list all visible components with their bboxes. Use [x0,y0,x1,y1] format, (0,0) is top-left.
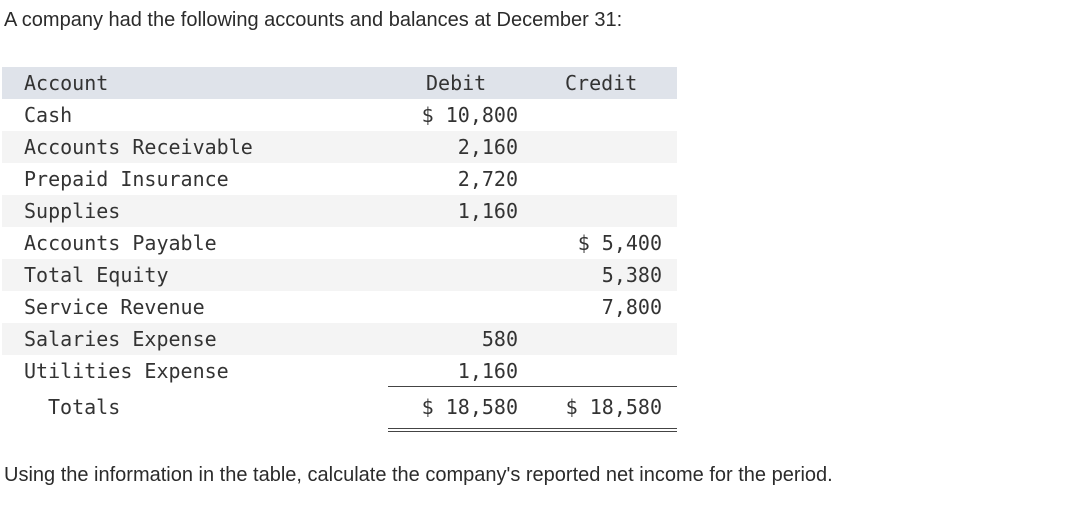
debit-value: 2,160 [457,135,518,159]
credit-total: $ 18,580 [565,395,662,419]
account-name: Accounts Payable [24,231,217,255]
question-text: Using the information in the table, calc… [4,464,833,486]
credit-value: 5,380 [601,263,662,287]
debit-value: 2,720 [457,167,518,191]
debit-value: 1,160 [457,359,518,383]
table-row: Utilities Expense 1,160 [2,355,677,387]
account-name: Supplies [24,199,121,223]
account-name: Accounts Receivable [24,135,253,159]
trial-balance-table: Account Debit Credit Cash $ 10,800 Accou… [2,67,677,432]
debit-column-header: Debit [426,71,487,95]
credit-value: $ 5,400 [577,231,662,255]
table-row: Total Equity 5,380 [2,259,677,291]
account-name: Prepaid Insurance [24,167,229,191]
debit-value: $ 10,800 [421,103,518,127]
account-name: Utilities Expense [24,359,229,383]
debit-value: 580 [481,327,518,351]
totals-label: Totals [48,395,121,419]
totals-top-rule [388,386,677,387]
totals-double-rule [388,431,677,432]
totals-double-rule [388,428,677,429]
intro-text: A company had the following accounts and… [4,9,623,31]
table-row: Accounts Receivable 2,160 [2,131,677,163]
debit-total: $ 18,580 [421,395,518,419]
credit-column-header: Credit [565,71,638,95]
totals-row: Totals $ 18,580 $ 18,580 [2,387,677,430]
table-header-row: Account Debit Credit [2,67,677,99]
account-column-header: Account [24,71,109,95]
table-row: Service Revenue 7,800 [2,291,677,323]
table-row: Accounts Payable $ 5,400 [2,227,677,259]
debit-value: 1,160 [457,199,518,223]
account-name: Total Equity [24,263,169,287]
credit-value: 7,800 [601,295,662,319]
table-row: Salaries Expense 580 [2,323,677,355]
table-row: Cash $ 10,800 [2,99,677,131]
account-name: Cash [24,103,73,127]
account-name: Salaries Expense [24,327,217,351]
account-name: Service Revenue [24,295,205,319]
table-row: Supplies 1,160 [2,195,677,227]
table-row: Prepaid Insurance 2,720 [2,163,677,195]
